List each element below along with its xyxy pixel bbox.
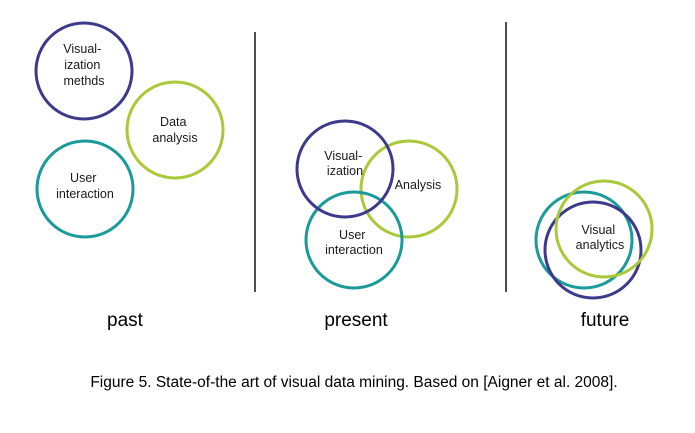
present-user-label: User interaction [325, 228, 383, 257]
past-visualization-circle [34, 21, 134, 121]
future-user-circle [534, 190, 634, 290]
future-combined-label: Visual analytics [576, 223, 625, 252]
present-user-circle [304, 190, 404, 290]
present-analysis-label: Analysis [395, 178, 442, 192]
present-analysis-circle [359, 139, 459, 239]
present-visualization-circle [295, 119, 395, 219]
future-label: future [581, 310, 630, 331]
future-group: Visual analytics future [534, 179, 654, 331]
past-analysis-circle [125, 80, 225, 180]
past-analysis-label: Data analysis [152, 115, 197, 145]
past-group: Visual- ization methds Data analysis Use… [34, 21, 225, 331]
past-user-label: User interaction [56, 171, 114, 201]
past-visualization-label: Visual- ization methds [63, 42, 104, 88]
past-user-circle [35, 139, 135, 239]
figure-caption: Figure 5. State-of-the art of visual dat… [90, 374, 617, 391]
past-label: past [107, 310, 144, 331]
future-visualization-circle [543, 200, 643, 300]
present-visualization-label: Visual- ization [324, 149, 365, 178]
present-label: present [324, 310, 388, 331]
present-group: Visual- ization Analysis User interactio… [295, 119, 459, 331]
future-analysis-circle [554, 179, 654, 279]
